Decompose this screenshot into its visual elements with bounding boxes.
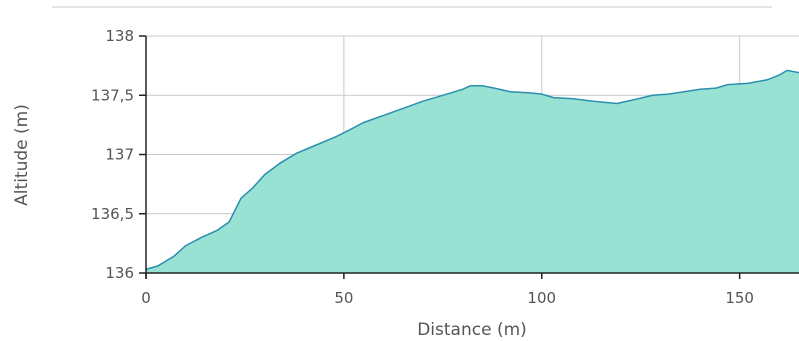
y-axis-title: Altitude (m) bbox=[12, 104, 32, 206]
y-tick-label-1: 136,5 bbox=[91, 205, 134, 223]
tick-labels: 136 136,5 137 137,5 138 0 50 100 150 bbox=[91, 27, 754, 307]
altitude-line bbox=[145, 69, 799, 271]
x-tick-label-3: 150 bbox=[725, 289, 754, 307]
altitude-area bbox=[146, 70, 799, 274]
y-tick-label-2: 137 bbox=[105, 146, 134, 164]
y-tick-label-3: 137,5 bbox=[91, 86, 134, 104]
y-tick-label-4: 138 bbox=[105, 27, 134, 45]
x-axis-title: Distance (m) bbox=[417, 320, 527, 340]
x-tick-label-2: 100 bbox=[527, 289, 556, 307]
y-tick-label-0: 136 bbox=[105, 264, 134, 282]
x-tick-label-1: 50 bbox=[334, 289, 353, 307]
x-tick-label-0: 0 bbox=[141, 289, 151, 307]
axes bbox=[139, 35, 799, 279]
